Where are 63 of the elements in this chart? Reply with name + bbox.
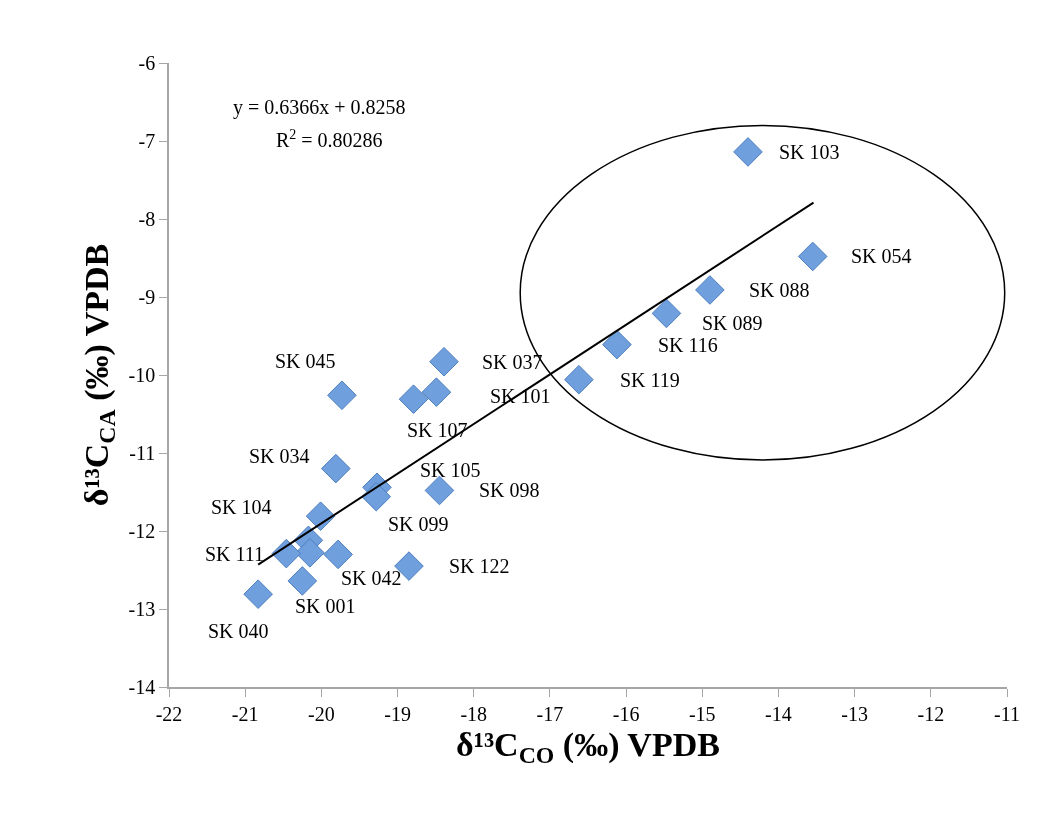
x-tick-label: -22 (155, 702, 183, 725)
x-tick-label: -14 (765, 702, 792, 725)
point (424, 475, 455, 506)
x-tick-label: -18 (460, 702, 488, 725)
point (305, 501, 336, 531)
point (695, 275, 725, 305)
annotation: y = 0.6366x + 0.8258 (233, 96, 406, 119)
point (398, 384, 429, 414)
point (287, 566, 318, 596)
point (327, 380, 357, 411)
x-tick-label: -13 (841, 702, 868, 725)
point (321, 453, 351, 484)
x-tick-label: -17 (536, 702, 564, 725)
point (243, 579, 273, 609)
point (421, 377, 452, 407)
x-tick-label: -15 (688, 702, 716, 725)
point (797, 241, 828, 272)
x-tick-label: -12 (917, 702, 945, 725)
annotation: SK 103 (779, 141, 840, 163)
y-tick-label: -6 (138, 52, 156, 74)
y-tick-label: -9 (138, 286, 156, 308)
point (602, 329, 632, 360)
point (564, 364, 594, 395)
annotation: SK 042 (341, 567, 402, 589)
annotation: SK 104 (211, 496, 272, 518)
annotation: SK 098 (479, 479, 540, 501)
annotation: SK 040 (208, 620, 269, 642)
x-tick-label: -19 (384, 702, 411, 725)
point (323, 539, 353, 570)
y-tick-label: -13 (128, 598, 156, 620)
x-tick-label: -11 (994, 702, 1020, 725)
annotation: SK 034 (249, 445, 310, 467)
annotation: SK 101 (490, 385, 551, 407)
annotation: SK 122 (449, 555, 510, 577)
y-tick-label: -11 (129, 442, 156, 464)
annotation: R$^{2}$ = 0.80286 (276, 127, 383, 152)
y-tick-label: -12 (128, 520, 156, 542)
annotation: SK 088 (749, 279, 810, 301)
annotation: SK 001 (295, 595, 356, 617)
y-tick-label: -14 (128, 676, 156, 698)
annotation: SK 119 (620, 369, 680, 391)
point (733, 137, 763, 167)
x-axis-title: δ¹³C$_{CO}$ (‰) VPDB (456, 725, 720, 768)
annotation: SK 054 (851, 245, 912, 267)
y-tick-label: -7 (138, 130, 156, 152)
y-tick-label: -8 (138, 208, 156, 230)
x-tick-label: -16 (612, 702, 640, 725)
point (271, 538, 302, 569)
annotation: SK 111 (205, 543, 265, 565)
annotation: SK 037 (482, 351, 543, 373)
annotation: SK 089 (702, 312, 763, 334)
point (429, 346, 459, 377)
annotation: SK 099 (388, 513, 449, 535)
point (361, 481, 392, 512)
annotation: SK 116 (658, 334, 718, 356)
annotation: SK 105 (420, 459, 481, 481)
point (651, 298, 682, 329)
annotation: SK 107 (407, 419, 468, 441)
annotation: SK 045 (275, 350, 336, 372)
x-tick-label: -21 (231, 702, 259, 725)
x-tick-label: -20 (308, 702, 335, 725)
y-tick-label: -10 (128, 364, 156, 386)
point (295, 538, 325, 568)
